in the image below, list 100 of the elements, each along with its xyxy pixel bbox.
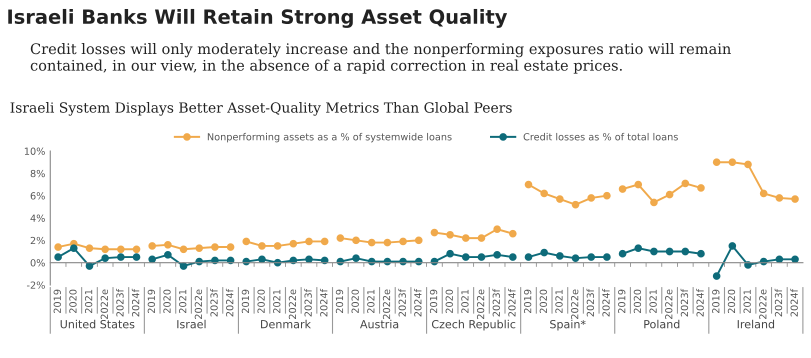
- point: [274, 242, 282, 250]
- point: [540, 248, 548, 256]
- x-tick-label: 2024f: [696, 288, 704, 316]
- point: [760, 190, 768, 198]
- x-tick-label: 2021: [367, 290, 375, 314]
- point: [258, 242, 266, 250]
- x-tick-label: 2024f: [132, 288, 140, 316]
- point: [258, 255, 266, 264]
- point: [414, 236, 423, 244]
- x-tick-label: 2024f: [226, 288, 234, 316]
- point: [712, 272, 720, 280]
- point: [446, 230, 454, 239]
- point: [666, 248, 674, 256]
- point: [101, 245, 109, 254]
- x-tick-label: 2022e: [476, 290, 484, 319]
- text: Poland: [644, 320, 680, 328]
- x-tick-label: 2020: [540, 290, 547, 314]
- x-tick-label: 2019: [54, 290, 61, 314]
- y-tick-label: 6%: [30, 192, 45, 200]
- point: [776, 194, 784, 202]
- point: [728, 242, 736, 250]
- x-tick-label: 2019: [618, 290, 626, 314]
- x-tick-label: 2020: [446, 290, 453, 314]
- point: [509, 253, 517, 261]
- x-tick-label: 2019: [148, 290, 156, 314]
- point: [242, 238, 250, 246]
- text: Spain*: [550, 320, 586, 331]
- text: Israel: [177, 320, 206, 328]
- x-tick-label: 2020: [69, 290, 77, 314]
- point: [618, 250, 626, 258]
- chart-subtitle: Credit losses will only moderately increase and the nonperforming exposures ratio will remain contained, in our view, in the absence of a rapid correction in real estate prices.: [30, 42, 731, 74]
- x-tick-label: 2023f: [680, 288, 688, 316]
- point: [650, 248, 658, 256]
- point: [368, 238, 376, 246]
- x-tick-label: 2021: [461, 290, 469, 314]
- x-tick-label: 2023f: [586, 288, 594, 316]
- point: [352, 254, 360, 262]
- point: [556, 252, 564, 260]
- point: [681, 248, 690, 256]
- point: [336, 234, 344, 242]
- x-tick-label: 2023f: [492, 288, 500, 316]
- point: [587, 253, 596, 261]
- x-tick-label: 2019: [712, 290, 720, 314]
- point: [54, 243, 62, 251]
- point: [478, 253, 486, 261]
- x-tick-label: 2024f: [320, 288, 328, 316]
- point: [603, 253, 611, 261]
- point: [320, 238, 328, 246]
- point: [86, 262, 94, 270]
- point: [776, 255, 784, 264]
- y-tick-label: -2%: [26, 281, 45, 289]
- point: [352, 236, 360, 244]
- x-tick-label: 2022e: [759, 290, 767, 319]
- text: Czech Republic: [432, 320, 516, 331]
- x-tick-label: 2020: [163, 290, 171, 314]
- x-tick-label: 2022e: [288, 290, 296, 319]
- point: [446, 250, 454, 258]
- point: [493, 251, 501, 259]
- point: [384, 238, 392, 246]
- point: [132, 245, 140, 254]
- point: [399, 238, 407, 246]
- y-tick-label: 10%: [24, 148, 45, 155]
- x-tick-label: 2022e: [194, 290, 202, 319]
- point: [211, 243, 219, 251]
- x-tick-label: 2023f: [210, 288, 218, 316]
- point: [728, 158, 736, 166]
- legend-label: Credit losses as % of total loans: [524, 132, 678, 140]
- text: Ireland: [738, 320, 774, 328]
- point: [493, 225, 501, 233]
- x-tick-label: 2024f: [602, 288, 610, 316]
- point: [86, 244, 94, 252]
- x-tick-label: 2020: [634, 290, 642, 314]
- point: [572, 254, 580, 262]
- chart-title: Israeli Banks Will Retain Strong Asset Quality: [8, 8, 508, 28]
- text: Denmark: [261, 320, 311, 328]
- point: [289, 240, 298, 248]
- point: [509, 230, 517, 238]
- point: [791, 255, 799, 264]
- y-tick-label: 4%: [30, 214, 45, 222]
- text: Israeli System Displays Better Asset-Quality Metrics Than Global Peers: [10, 102, 512, 116]
- point: [70, 244, 78, 252]
- x-tick-label: 2023f: [774, 288, 782, 316]
- x-tick-label: 2023f: [398, 288, 406, 316]
- x-tick-label: 2021: [84, 290, 92, 314]
- point: [430, 228, 438, 236]
- x-tick-label: 2021: [649, 290, 657, 314]
- x-tick-label: 2021: [555, 290, 563, 314]
- x-tick-label: 2023f: [116, 288, 124, 316]
- x-tick-label: 2020: [728, 290, 736, 314]
- point: [226, 243, 234, 251]
- text: United States: [60, 320, 134, 328]
- point: [462, 253, 470, 261]
- point: [180, 245, 188, 254]
- y-tick-label: 0%: [30, 259, 45, 266]
- x-tick-label: 2021: [179, 290, 186, 314]
- x-tick-label: 2024f: [508, 288, 516, 316]
- point: [195, 244, 204, 252]
- point: [148, 242, 156, 250]
- x-tick-label: 2019: [336, 290, 344, 314]
- x-tick-label: 2022e: [100, 290, 108, 319]
